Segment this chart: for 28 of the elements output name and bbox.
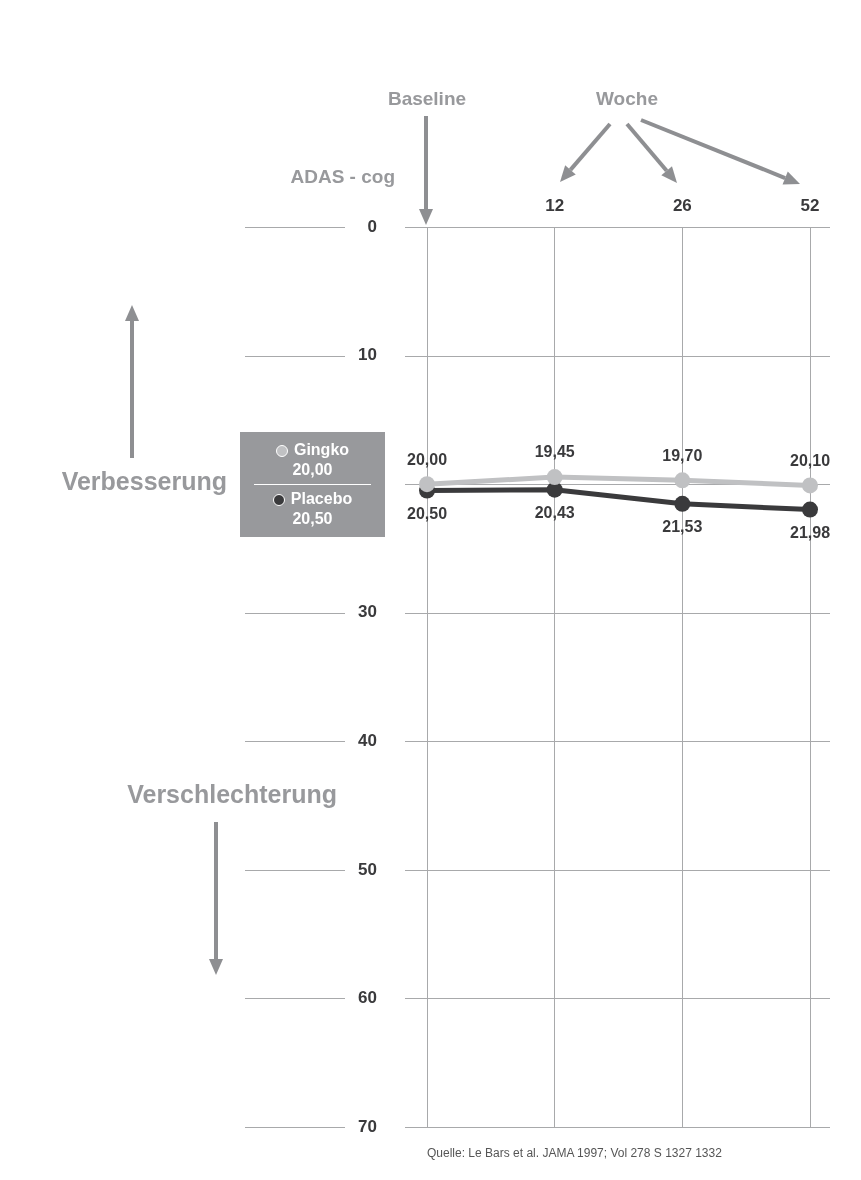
data-label: 19,70 <box>662 446 703 464</box>
text: Verschlechterung <box>127 780 337 809</box>
y-tick-label: 60 <box>358 988 377 1008</box>
legend-label: Gingko <box>293 441 350 458</box>
y-axis-title: ADAS - cog <box>290 166 395 188</box>
legend-label: Placebo <box>290 490 353 507</box>
y-tick-label: 50 <box>358 859 377 879</box>
data-label: 20,50 <box>406 504 448 522</box>
text: Verbesserung <box>61 467 227 496</box>
text: 20,00 <box>292 461 333 478</box>
data-label: 21,98 <box>789 524 831 542</box>
y-tick-label: 40 <box>358 730 377 750</box>
text: Baseline <box>387 88 467 110</box>
y-tick-label: 70 <box>358 1116 377 1136</box>
data-label: 20,00 <box>406 450 448 468</box>
x-tick-label: 52 <box>800 196 820 216</box>
x-tick-label: 12 <box>545 196 565 216</box>
x-tick-label: 26 <box>672 196 692 216</box>
data-label: 21,53 <box>662 518 703 536</box>
data-label: 20,10 <box>789 451 831 469</box>
source-note: Quelle: Le Bars et al. JAMA 1997; Vol 278 S 1327 1332 <box>427 1146 722 1160</box>
text: Woche <box>596 88 658 110</box>
y-tick-label: 30 <box>358 602 377 622</box>
data-label: 20,43 <box>534 504 575 522</box>
y-tick-label: 0 <box>367 216 377 236</box>
y-tick-label: 10 <box>358 345 377 365</box>
data-label: 19,45 <box>534 443 575 461</box>
text: 20,50 <box>292 510 333 527</box>
